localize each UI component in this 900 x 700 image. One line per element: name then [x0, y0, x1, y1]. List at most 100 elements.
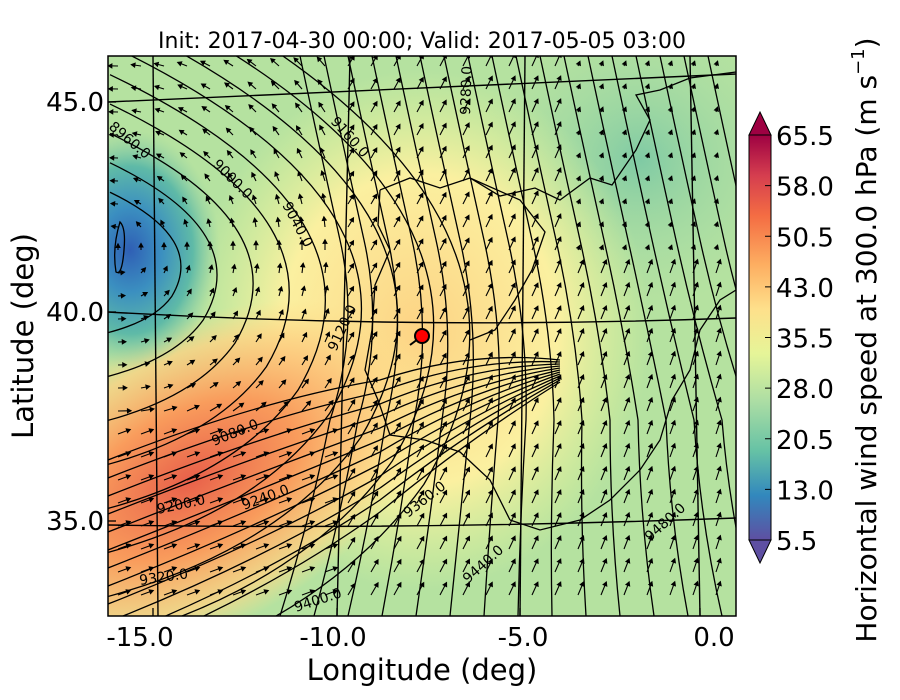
wind-vector-head: [278, 309, 284, 316]
wind-vector-head: [533, 121, 539, 128]
wind-vector-head: [670, 258, 677, 265]
wind-vector-head: [693, 465, 699, 472]
contour-line: [539, 56, 621, 616]
wind-vector-head: [533, 167, 539, 174]
wind-vector-head: [260, 401, 267, 408]
wind-vector-head: [332, 589, 339, 595]
wind-vector-head: [556, 328, 562, 335]
wind-vector-head: [396, 581, 402, 588]
wind-vector-head: [350, 444, 356, 451]
wind-vector-head: [693, 534, 699, 541]
x-tick-label: -15.0: [106, 623, 173, 653]
wind-vector-head: [441, 306, 447, 313]
wind-vector-head: [624, 373, 631, 380]
wind-vector-head: [372, 467, 379, 474]
wind-vector-head: [171, 451, 178, 457]
wind-vector-head: [395, 146, 401, 153]
wind-vector-head: [533, 443, 539, 450]
wind-vector-head: [230, 240, 236, 246]
wind-vector-head: [690, 198, 696, 205]
wind-vector-head: [158, 197, 164, 204]
contour-line: [395, 56, 449, 616]
wind-vector-head: [418, 99, 424, 106]
wind-vector-head: [108, 132, 114, 138]
wind-vector-head: [693, 580, 699, 587]
wind-vector-head: [226, 150, 233, 156]
wind-vector-head: [182, 196, 188, 203]
wind-vector-head: [579, 305, 585, 311]
x-axis-label: Longitude (deg): [307, 653, 538, 687]
wind-vector-head: [579, 489, 585, 495]
wind-vector-head: [132, 154, 139, 160]
wind-vector-head: [442, 581, 448, 588]
wind-vector-head: [240, 497, 247, 503]
wind-vector-head: [693, 281, 699, 288]
wind-vector-head: [602, 534, 608, 541]
wind-vector-head: [171, 474, 178, 480]
wind-vector-head: [349, 147, 355, 154]
wind-vector-head: [716, 419, 722, 426]
wind-vector-head: [487, 282, 493, 289]
wind-vector-head: [690, 60, 696, 67]
wind-vector-head: [125, 497, 132, 503]
wind-vector-head: [575, 129, 581, 136]
wind-vector-head: [171, 497, 178, 503]
wind-vector-head: [442, 535, 448, 542]
wind-vector-head: [194, 497, 201, 503]
colorbar-label-main: Horizontal wind speed at 300.0 hPa (m s: [850, 75, 883, 643]
wind-vector-head: [575, 106, 581, 113]
wind-vector-head: [575, 152, 581, 159]
wind-vectors: [108, 56, 722, 596]
wind-vector-head: [510, 512, 516, 519]
contour-label: 9280.0: [458, 66, 476, 116]
wind-vector-head: [395, 399, 401, 406]
wind-vector-head: [575, 221, 581, 228]
wind-vector-head: [644, 221, 650, 228]
wind-vector-head: [621, 106, 627, 113]
contour-line: [108, 375, 561, 605]
wind-vector-head: [621, 60, 627, 67]
colorbar-tick-label: 20.5: [776, 426, 834, 456]
wind-vector-head: [211, 358, 218, 365]
wind-vector-head: [108, 86, 113, 92]
map-title: Init: 2017-04-30 00:00; Valid: 2017-05-0…: [158, 29, 686, 54]
wind-vector-head: [350, 398, 356, 405]
wind-vector-head: [579, 420, 585, 426]
wind-vector-head: [251, 194, 258, 201]
wind-vector-head: [240, 543, 247, 549]
wind-vector-head: [176, 61, 183, 67]
wind-vector-head: [556, 282, 562, 289]
contour-line: [274, 56, 471, 616]
wind-vector-head: [317, 79, 323, 85]
wind-vector-head: [224, 104, 231, 111]
wind-vector-head: [301, 308, 307, 315]
wind-vector-head: [464, 191, 470, 198]
wind-vector-head: [579, 259, 585, 265]
wind-vector-head: [418, 123, 424, 129]
wind-vector-head: [575, 175, 581, 182]
wind-vector-head: [464, 329, 470, 336]
wind-vector-head: [130, 85, 137, 91]
wind-vector-head: [442, 512, 448, 519]
wind-vector-head: [108, 63, 113, 69]
wind-vector-head: [487, 558, 493, 565]
wind-vector-head: [210, 311, 216, 318]
wind-vector-head: [647, 511, 654, 518]
wind-vector-head: [297, 170, 303, 177]
wind-vector-head: [602, 373, 608, 380]
colorbar-tick-label: 5.5: [776, 527, 817, 557]
wind-vector-head: [598, 175, 604, 182]
wind-vector-head: [238, 402, 245, 409]
wind-vector-head: [510, 167, 516, 174]
wind-vector-head: [286, 520, 293, 526]
x-tick-label: 0.0: [693, 623, 734, 653]
contour-line: [108, 373, 561, 587]
location-marker: [414, 328, 430, 344]
wind-vector-head: [205, 195, 211, 202]
colorbar-tick-label: 35.5: [776, 325, 834, 355]
wind-vector-head: [487, 98, 493, 105]
colorbar-tick-label: 28.0: [776, 375, 834, 405]
wind-vector-head: [510, 535, 516, 542]
wind-vector-head: [143, 338, 150, 344]
map-plot-area: 8960.0 9000.0 9040.0 9160.0 9280.0 9120.…: [108, 56, 736, 616]
